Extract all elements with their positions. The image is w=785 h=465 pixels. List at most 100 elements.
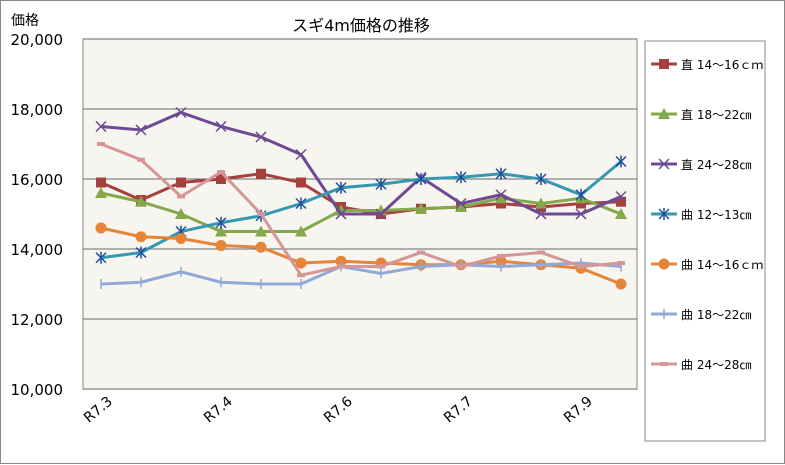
legend-label: 曲 18～22㎝ [681, 308, 751, 322]
series-6 [97, 142, 625, 278]
data-point [177, 194, 185, 199]
data-point [615, 278, 627, 290]
y-tick-label: 20,000 [11, 31, 64, 49]
data-point [335, 255, 347, 267]
data-point [135, 231, 147, 243]
legend [644, 40, 766, 442]
data-point [455, 171, 467, 184]
legend-label: 曲 24～28㎝ [681, 358, 751, 372]
x-tick-label: R7.4 [201, 393, 236, 426]
data-point [215, 225, 227, 237]
data-point [255, 225, 267, 237]
data-point [175, 106, 187, 119]
series-line [100, 261, 622, 286]
data-point [535, 173, 547, 185]
data-point [295, 148, 307, 161]
data-point [295, 197, 307, 210]
data-point [658, 158, 670, 170]
data-point [658, 258, 670, 270]
data-point [215, 216, 227, 229]
y-tick-label: 12,000 [11, 311, 64, 329]
legend-item: 曲 14～16ｃｍ [651, 258, 763, 272]
legend-label: 直 14～16ｃｍ [681, 58, 763, 72]
data-point [535, 208, 547, 220]
legend-label: 直 18～22㎝ [681, 108, 751, 122]
data-point [575, 188, 587, 201]
data-point [135, 195, 147, 207]
data-point [658, 208, 670, 220]
data-point [495, 255, 507, 267]
data-point [658, 108, 670, 119]
legend-item: 直 24～28㎝ [651, 158, 751, 172]
data-point [255, 241, 267, 253]
legend-label: 曲 12～13㎝ [681, 208, 751, 222]
data-point [495, 192, 507, 204]
data-point [615, 208, 627, 219]
data-point [457, 264, 465, 269]
data-point [175, 233, 187, 244]
data-point [577, 264, 585, 269]
data-point [95, 251, 107, 264]
y-tick-label: 18,000 [11, 101, 64, 119]
data-point [455, 201, 467, 212]
data-point [377, 264, 385, 269]
data-point [616, 196, 626, 207]
data-point [496, 198, 506, 209]
data-point [296, 177, 306, 188]
data-point [97, 142, 105, 146]
series-2 [95, 106, 627, 220]
data-point [375, 178, 387, 191]
data-point [135, 124, 147, 136]
data-point [297, 273, 305, 278]
data-point [495, 189, 507, 201]
data-point [337, 264, 345, 269]
data-point [617, 261, 625, 265]
data-point [495, 167, 507, 180]
data-point [615, 155, 627, 168]
series-line [100, 191, 622, 233]
data-point [455, 197, 467, 210]
data-point [137, 157, 145, 162]
data-point [335, 181, 347, 194]
series-line [100, 110, 622, 216]
data-point [295, 257, 307, 269]
x-tick-label: R7.9 [561, 394, 596, 427]
legend-label: 曲 14～16ｃｍ [681, 258, 763, 272]
data-point [175, 208, 187, 219]
x-tick-label: R7.6 [321, 393, 356, 426]
y-axis-label: 価格 [11, 13, 39, 29]
data-point [497, 254, 505, 258]
x-tick-label: R7.3 [81, 394, 116, 427]
legend-item: 曲 12～13㎝ [651, 208, 751, 222]
legend-item: 曲 18～22㎝ [651, 308, 751, 322]
data-point [535, 197, 547, 209]
data-point [615, 190, 627, 203]
legend-label: 直 24～28㎝ [681, 158, 751, 172]
data-point [660, 362, 668, 366]
data-point [415, 202, 427, 214]
x-tick-label: R7.7 [441, 394, 476, 427]
series-line [100, 160, 622, 260]
data-point [256, 168, 266, 179]
y-tick-label: 10,000 [11, 381, 64, 399]
data-point [576, 198, 586, 209]
data-point [575, 208, 587, 220]
data-point [215, 240, 227, 251]
legend-item: 曲 24～28㎝ [651, 358, 751, 372]
data-point [216, 174, 226, 184]
series-line [100, 142, 622, 277]
data-point [217, 170, 225, 174]
data-point [659, 59, 669, 69]
data-point [295, 225, 307, 237]
data-point [415, 173, 427, 185]
data-point [95, 120, 107, 133]
data-point [255, 131, 267, 143]
data-point [335, 208, 347, 220]
data-point [257, 212, 265, 216]
y-tick-label: 14,000 [11, 241, 64, 259]
data-point [537, 250, 545, 255]
data-point [215, 120, 227, 133]
data-point [176, 177, 186, 188]
